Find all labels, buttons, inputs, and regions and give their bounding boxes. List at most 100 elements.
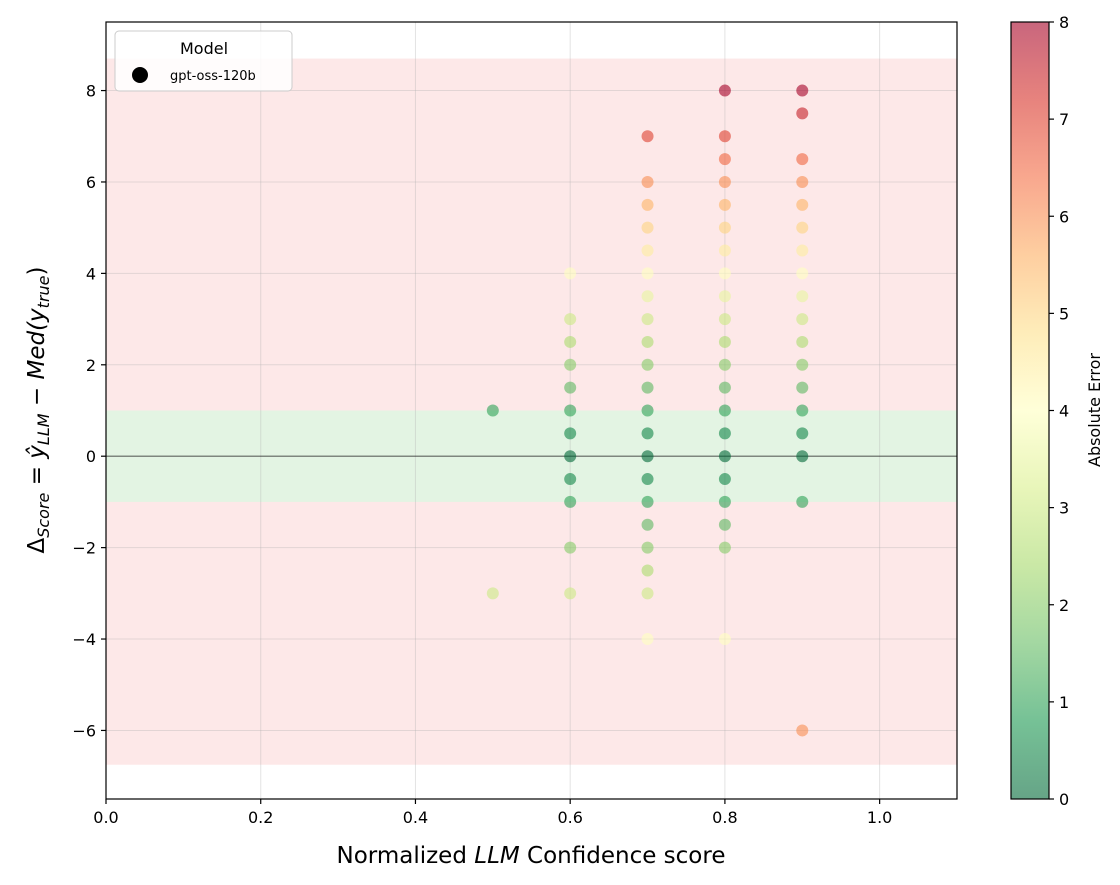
data-point xyxy=(641,518,654,531)
data-point xyxy=(641,244,654,257)
x-tick-label: 0.4 xyxy=(403,808,428,827)
legend-label: gpt-oss-120b xyxy=(170,69,256,84)
data-point xyxy=(641,358,654,371)
y-tick-label: 6 xyxy=(86,173,96,192)
data-point xyxy=(718,633,731,646)
data-point xyxy=(564,450,577,463)
data-point xyxy=(718,381,731,394)
data-point xyxy=(718,84,731,97)
data-point xyxy=(641,541,654,554)
colorbar-tick-label: 4 xyxy=(1059,402,1069,421)
data-point xyxy=(718,313,731,326)
data-point xyxy=(796,153,809,166)
data-point xyxy=(564,267,577,280)
data-point xyxy=(718,427,731,440)
data-point xyxy=(796,381,809,394)
data-point xyxy=(641,267,654,280)
data-point xyxy=(486,587,499,600)
data-point xyxy=(564,541,577,554)
data-point xyxy=(718,450,731,463)
x-axis-title-prefix: Normalized xyxy=(337,843,475,869)
data-point xyxy=(718,290,731,303)
colorbar-tick-label: 2 xyxy=(1059,596,1069,615)
data-point xyxy=(641,335,654,348)
y-axis-title-delta: Δ xyxy=(24,538,50,554)
x-tick-label: 0.2 xyxy=(248,808,273,827)
legend: Model gpt-oss-120b xyxy=(114,30,293,92)
x-tick-label: 0.6 xyxy=(557,808,582,827)
y-tick-label: 4 xyxy=(86,264,96,283)
colorbar-label: Absolute Error xyxy=(1085,353,1104,467)
colorbar-tick-label: 1 xyxy=(1059,693,1069,712)
colorbar: 0 1 2 3 4 5 6 7 8 Absolute Error xyxy=(1010,13,1104,809)
y-axis-title-yhat: ŷ xyxy=(24,445,50,460)
data-point xyxy=(564,427,577,440)
data-point xyxy=(641,313,654,326)
colorbar-tick-label: 8 xyxy=(1059,13,1069,32)
y-axis-title: ΔScore = ŷLLM − Med(ytrue) xyxy=(24,267,53,554)
data-point xyxy=(718,175,731,188)
y-axis-title-yhat-sub: LLM xyxy=(34,413,53,445)
data-point xyxy=(796,107,809,120)
data-point xyxy=(718,358,731,371)
data-point xyxy=(564,404,577,417)
data-point xyxy=(564,335,577,348)
x-axis-title: Normalized LLM Confidence score xyxy=(337,843,726,869)
data-point xyxy=(718,198,731,211)
data-point xyxy=(718,267,731,280)
colorbar-tick-label: 7 xyxy=(1059,110,1069,129)
plot-frame xyxy=(105,21,958,800)
data-point xyxy=(641,290,654,303)
data-point xyxy=(718,495,731,508)
data-point xyxy=(564,587,577,600)
data-point xyxy=(641,564,654,577)
data-point xyxy=(718,473,731,486)
colorbar-tick-label: 6 xyxy=(1059,207,1069,226)
data-point xyxy=(796,335,809,348)
colorbar-tick-label: 3 xyxy=(1059,499,1069,518)
data-point xyxy=(641,130,654,143)
y-axis-title-minus: − xyxy=(24,380,50,414)
data-point xyxy=(641,473,654,486)
x-axis-ticks: 0.0 0.2 0.4 0.6 0.8 1.0 xyxy=(93,799,892,827)
data-point xyxy=(718,221,731,234)
data-point xyxy=(796,290,809,303)
y-tick-label: 0 xyxy=(86,447,96,466)
data-point xyxy=(641,404,654,417)
y-tick-label: 2 xyxy=(86,356,96,375)
y-tick-label: −6 xyxy=(72,721,96,740)
data-point xyxy=(641,381,654,394)
data-point xyxy=(718,404,731,417)
data-point xyxy=(796,244,809,257)
data-point xyxy=(718,244,731,257)
data-point xyxy=(641,495,654,508)
data-point xyxy=(796,404,809,417)
x-tick-label: 0.8 xyxy=(712,808,737,827)
data-point xyxy=(641,175,654,188)
y-tick-label: −2 xyxy=(72,539,96,558)
data-point xyxy=(486,404,499,417)
y-axis-title-med: Med(y xyxy=(24,308,50,380)
data-point xyxy=(564,313,577,326)
data-point xyxy=(796,175,809,188)
bands-group xyxy=(106,58,957,765)
data-point xyxy=(796,450,809,463)
data-point xyxy=(796,427,809,440)
data-point xyxy=(641,221,654,234)
y-axis-title-delta-sub: Score xyxy=(34,492,53,537)
data-point xyxy=(564,473,577,486)
x-tick-label: 0.0 xyxy=(93,808,118,827)
data-point xyxy=(718,335,731,348)
data-point xyxy=(718,130,731,143)
y-axis-title-eq: = xyxy=(24,459,50,493)
data-point xyxy=(796,313,809,326)
x-axis-title-suffix: Confidence score xyxy=(520,843,726,869)
data-point xyxy=(641,198,654,211)
data-point xyxy=(796,267,809,280)
data-point xyxy=(564,358,577,371)
y-tick-label: 8 xyxy=(86,82,96,101)
legend-box xyxy=(114,30,293,92)
data-point xyxy=(796,358,809,371)
data-point xyxy=(718,153,731,166)
